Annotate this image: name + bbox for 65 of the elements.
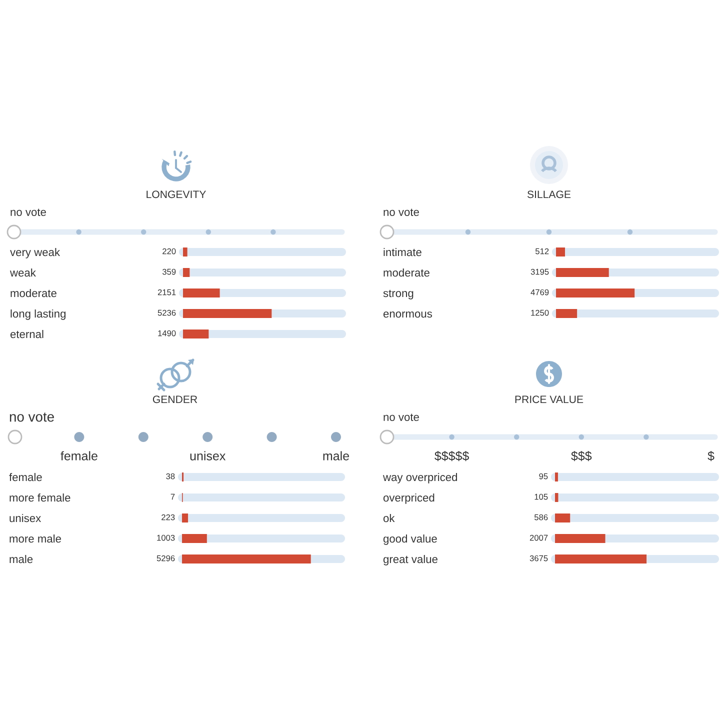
- text: $: [708, 450, 714, 462]
- text: male: [323, 451, 349, 460]
- data-label: 38: [166, 473, 175, 480]
- y-tick-label: unisex: [10, 514, 41, 522]
- y-tick-label: long lasting: [10, 309, 66, 320]
- bar: [183, 247, 188, 257]
- data-label: 2007: [530, 534, 548, 541]
- bar: [555, 492, 558, 502]
- data-label: 2151: [158, 289, 176, 296]
- bar: [555, 534, 606, 544]
- data-label: 105: [534, 494, 548, 500]
- y-tick-label: female: [9, 472, 42, 482]
- text: $$$$$: [434, 450, 469, 462]
- data-label: 3675: [530, 555, 548, 562]
- text: no vote: [384, 208, 419, 216]
- y-tick-label: enormous: [383, 312, 432, 318]
- data-label: 4769: [530, 289, 549, 296]
- y-tick-label: more male: [10, 534, 61, 543]
- data-label: 1250: [531, 310, 549, 316]
- y-tick-label: very weak: [10, 248, 60, 258]
- chart-title: GENDER: [152, 396, 198, 404]
- y-tick-label: way overpriced: [382, 472, 458, 484]
- data-label: 7: [170, 494, 175, 500]
- chart-title: SILLAGE: [527, 190, 571, 198]
- bar: [183, 288, 220, 298]
- bar: [183, 268, 190, 278]
- text: no vote: [384, 414, 419, 421]
- bar: [556, 268, 609, 278]
- bar: [182, 534, 207, 544]
- bar: [555, 513, 570, 523]
- text: unisex: [190, 451, 226, 460]
- data-label: 5296: [156, 555, 175, 562]
- data-label: 220: [162, 248, 176, 254]
- y-tick-label: intimate: [384, 248, 422, 256]
- y-tick-label: more female: [10, 493, 70, 502]
- data-label: 512: [535, 248, 549, 254]
- bar: [183, 329, 209, 339]
- y-tick-label: overpriced: [383, 493, 434, 504]
- data-label: 586: [534, 514, 548, 520]
- y-tick-label: ok: [383, 514, 395, 522]
- text: no vote: [10, 208, 46, 216]
- data-label: 5236: [158, 310, 176, 316]
- data-label: 95: [539, 473, 548, 480]
- y-tick-label: weak: [10, 268, 36, 277]
- data-label: 3195: [530, 268, 549, 275]
- y-tick-label: male: [10, 554, 33, 564]
- data-label: 1490: [158, 330, 176, 336]
- y-tick-label: great value: [383, 554, 438, 566]
- text: no vote: [10, 412, 54, 422]
- bar: [556, 247, 565, 257]
- bar: [556, 308, 578, 318]
- chart-title: PRICE VALUE: [515, 396, 584, 404]
- bar: [555, 472, 558, 482]
- bar: [182, 513, 188, 523]
- data-label: 359: [162, 268, 176, 275]
- y-tick-label: moderate: [384, 268, 430, 277]
- data-label: 223: [162, 514, 175, 520]
- y-tick-label: eternal: [10, 330, 44, 338]
- y-tick-label: moderate: [10, 288, 56, 298]
- y-tick-label: strong: [383, 290, 414, 300]
- text: $$$: [571, 450, 592, 462]
- data-label: 1003: [157, 534, 175, 541]
- text: female: [60, 451, 98, 460]
- y-tick-label: good value: [383, 534, 437, 545]
- chart-title: LONGEVITY: [146, 190, 206, 198]
